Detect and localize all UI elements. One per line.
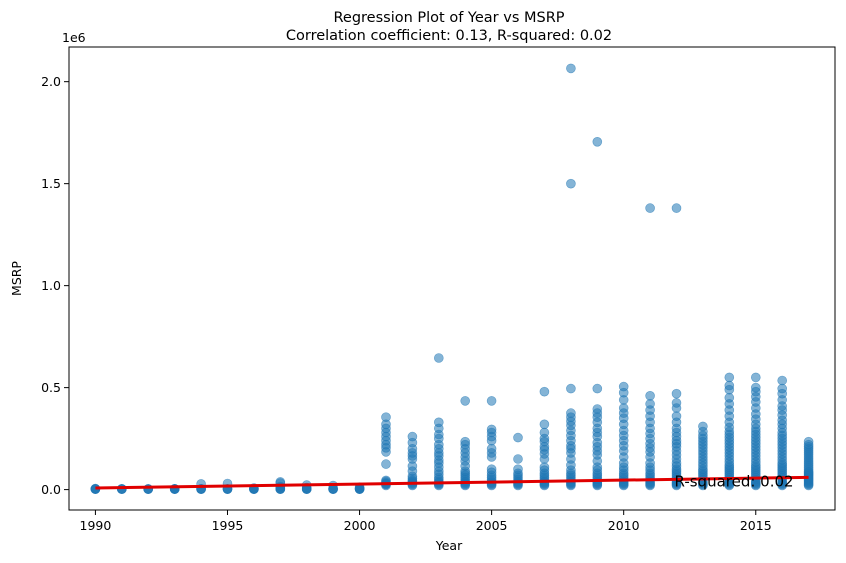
y-tick-label: 0.5 [41,380,61,395]
x-axis-ticks: 1990 1995 2000 2005 2010 2015 [80,510,772,533]
data-point [539,427,550,438]
regression-line [95,475,809,490]
data-point [486,424,497,435]
data-point [486,443,497,454]
data-point [645,399,655,409]
data-point [698,421,708,432]
data-point [803,436,814,447]
data-point [539,419,550,430]
data-point [645,203,655,213]
x-tick-label: 2010 [608,518,640,533]
y-axis-ticks: 0.0 0.5 1.0 1.5 2.0 [41,74,69,497]
data-point [566,383,576,394]
data-point [724,392,735,403]
data-point [381,412,391,423]
data-point [566,178,576,189]
scatter-points [90,63,814,495]
x-tick-label: 2015 [740,518,772,533]
x-axis-label: Year [435,538,463,553]
y-tick-label: 0.0 [41,482,61,497]
data-point [671,398,682,408]
x-tick-label: 2000 [344,518,376,533]
data-point [539,386,550,397]
chart-subtitle: Correlation coefficient: 0.13, R-squared… [286,28,612,44]
data-point [460,436,471,447]
y-offset-label: 1e6 [62,30,86,45]
data-point [433,353,444,363]
data-point [486,396,497,406]
data-point [486,464,497,475]
data-point [513,454,523,464]
data-point [724,380,735,391]
x-tick-label: 1990 [80,518,112,533]
data-point [433,417,444,428]
data-point [750,382,761,393]
y-tick-label: 1.0 [41,278,61,293]
data-point [381,459,391,469]
y-tick-label: 1.5 [41,176,61,191]
y-axis-label: MSRP [9,261,24,296]
data-point [671,411,682,422]
data-point [592,137,603,147]
data-point [618,403,629,413]
data-point [407,431,418,442]
data-point [671,388,682,399]
data-point [566,408,576,418]
chart-title: Regression Plot of Year vs MSRP [333,10,564,26]
data-point [645,390,655,401]
data-point [513,432,523,443]
data-point [671,203,682,213]
plot-frame [68,46,836,511]
data-point [618,381,629,392]
r-squared-annotation: R-squared: 0.02 [675,472,794,490]
data-point [539,462,550,473]
x-tick-label: 1995 [212,518,244,533]
x-tick-label: 2005 [476,518,508,533]
data-point [777,383,788,394]
data-point [777,375,788,386]
data-point [724,372,735,383]
data-point [750,372,761,383]
data-point [566,63,576,74]
data-point [592,404,603,414]
data-point [460,396,471,406]
data-point [513,464,523,475]
y-tick-label: 2.0 [41,74,61,89]
data-point [592,383,603,394]
